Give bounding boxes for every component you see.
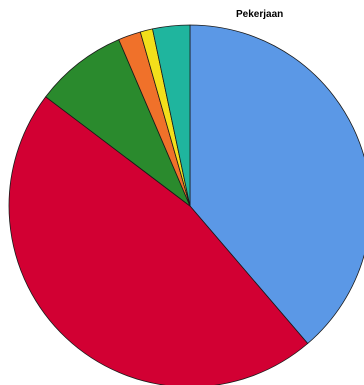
pie-slice-6 (152, 24, 191, 207)
legend-title: Pekerjaan (236, 9, 284, 20)
pie-slice-1 (189, 24, 364, 344)
pie-slice-3 (45, 39, 191, 207)
pie-slice-2 (8, 96, 309, 385)
